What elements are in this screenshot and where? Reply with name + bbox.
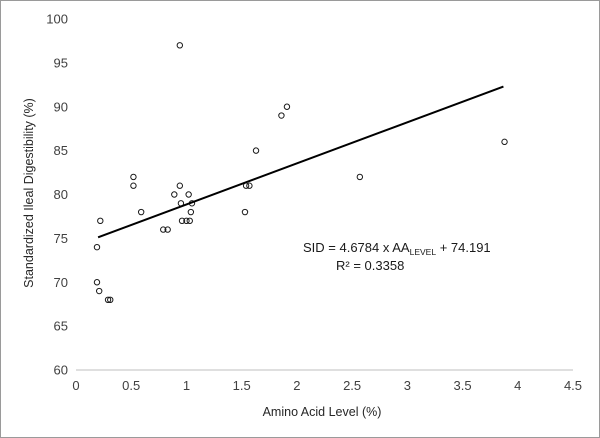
x-tick-label: 4.5 bbox=[564, 378, 582, 393]
data-point bbox=[104, 296, 112, 303]
data-point bbox=[107, 296, 114, 303]
regression-equation: SID = 4.6784 x AALEVEL + 74.191 bbox=[303, 240, 491, 257]
x-tick-label: 2.5 bbox=[343, 378, 361, 393]
data-point bbox=[176, 182, 184, 189]
x-tick-label: 0 bbox=[72, 378, 79, 393]
y-tick-label: 60 bbox=[54, 363, 68, 378]
equation-subscript: LEVEL bbox=[410, 247, 437, 257]
data-point bbox=[183, 217, 190, 225]
data-point bbox=[186, 217, 193, 225]
data-point bbox=[278, 112, 285, 119]
y-tick-label: 85 bbox=[54, 143, 68, 158]
data-point bbox=[93, 243, 101, 251]
data-point bbox=[252, 147, 260, 154]
trendline bbox=[97, 85, 504, 239]
data-point bbox=[185, 191, 192, 198]
data-point bbox=[241, 208, 249, 216]
data-point bbox=[176, 42, 184, 49]
y-tick-label: 65 bbox=[54, 319, 68, 334]
x-tick-labels: 0 0.5 1 1.5 2 2.5 3 3.5 4 4.5 bbox=[72, 378, 582, 393]
x-tick-label: 4 bbox=[514, 378, 521, 393]
data-point bbox=[130, 182, 137, 189]
data-points bbox=[93, 42, 508, 303]
data-point bbox=[164, 226, 171, 233]
data-point bbox=[93, 279, 101, 286]
y-tick-label: 70 bbox=[54, 275, 68, 290]
y-tick-label: 75 bbox=[54, 231, 68, 246]
y-tick-label: 90 bbox=[54, 99, 68, 114]
data-point bbox=[171, 191, 178, 198]
x-tick-label: 3.5 bbox=[454, 378, 472, 393]
data-point bbox=[501, 138, 508, 146]
x-tick-label: 1 bbox=[183, 378, 190, 393]
data-point bbox=[246, 182, 253, 189]
data-point bbox=[160, 226, 167, 233]
x-tick-label: 2 bbox=[293, 378, 300, 393]
data-point bbox=[187, 208, 195, 216]
data-point bbox=[356, 173, 364, 181]
data-point bbox=[137, 208, 145, 216]
r-squared-label: R² = 0.3358 bbox=[336, 258, 404, 273]
data-point bbox=[97, 217, 104, 225]
x-axis-title: Amino Acid Level (%) bbox=[263, 405, 382, 419]
data-point bbox=[130, 173, 137, 181]
y-tick-labels: 60 65 70 75 80 85 90 95 100 bbox=[46, 12, 68, 378]
data-point bbox=[95, 287, 103, 295]
x-tick-label: 3 bbox=[404, 378, 411, 393]
equation-suffix: + 74.191 bbox=[436, 240, 491, 255]
y-tick-label: 80 bbox=[54, 187, 68, 202]
y-tick-label: 95 bbox=[54, 55, 68, 70]
x-tick-label: 1.5 bbox=[233, 378, 251, 393]
y-axis-title: Standardized Ileal Digestibility (%) bbox=[22, 98, 36, 288]
y-tick-label: 100 bbox=[46, 12, 68, 27]
data-point bbox=[283, 103, 291, 110]
data-point bbox=[178, 217, 186, 225]
equation-prefix: SID = 4.6784 x AA bbox=[303, 240, 410, 255]
x-tick-label: 0.5 bbox=[122, 378, 140, 393]
